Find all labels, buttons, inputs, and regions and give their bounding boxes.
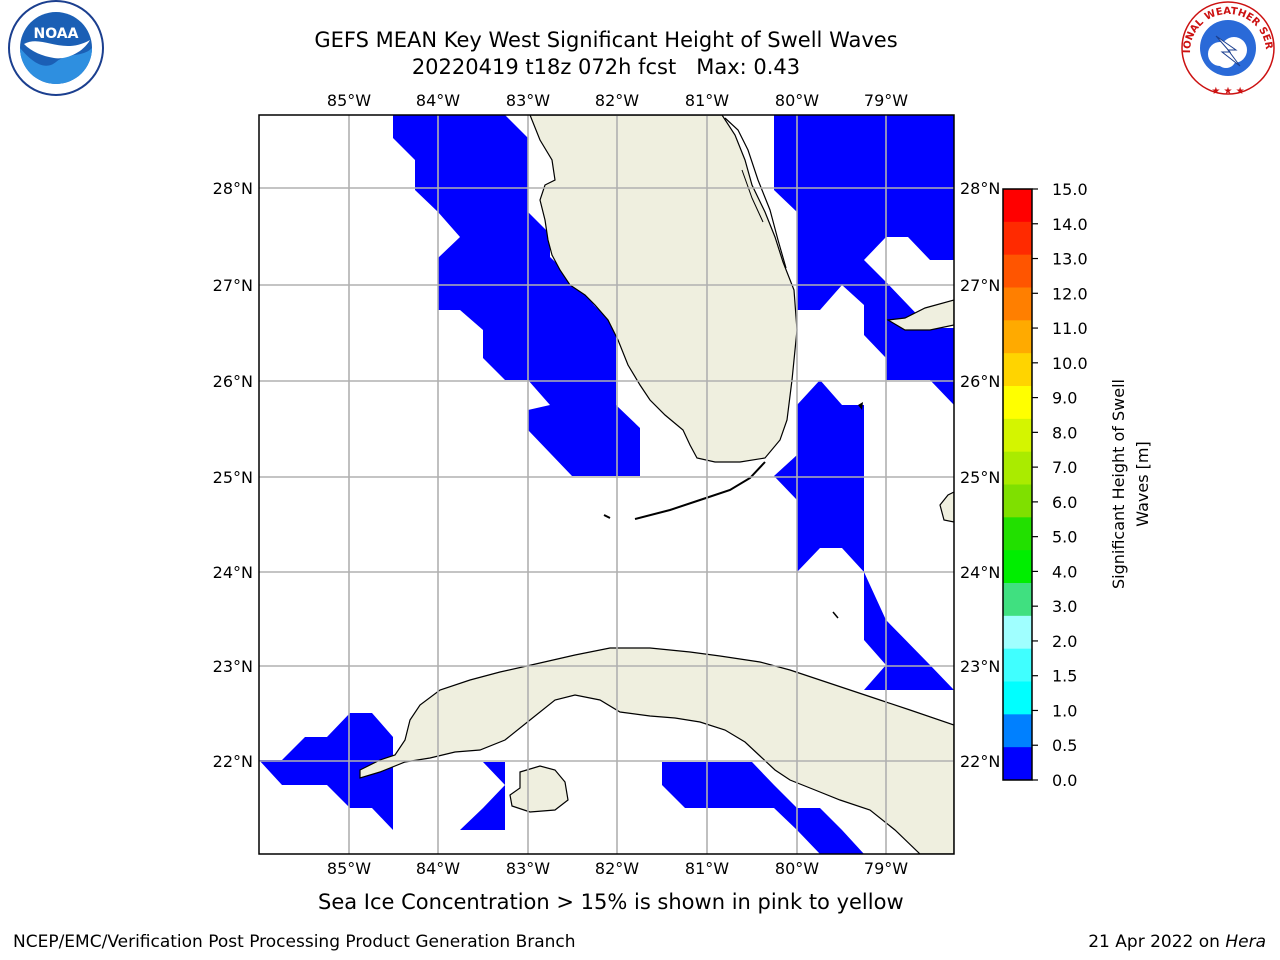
- colorbar-label-line1: Significant Height of Swell: [1109, 379, 1128, 589]
- lat-label-left: 24°N: [213, 563, 253, 582]
- lon-label-top: 83°W: [506, 91, 550, 110]
- map-frame: [258, 114, 955, 855]
- colorbar-segment: [1003, 287, 1032, 321]
- colorbar-tick-label: 12.0: [1052, 284, 1088, 303]
- sea-ice-note: Sea Ice Concentration > 15% is shown in …: [318, 890, 904, 914]
- colorbar-tick-label: 14.0: [1052, 215, 1088, 234]
- colorbar-frame: [1002, 188, 1033, 781]
- colorbar-segment: [1003, 353, 1032, 387]
- swell-region-isla-juventud-west: [460, 762, 505, 830]
- colorbar-segment: [1003, 747, 1032, 781]
- colorbar-segment: [1003, 517, 1032, 551]
- colorbar-segment: [1003, 418, 1032, 453]
- lon-label-bottom: 83°W: [506, 859, 550, 878]
- lat-label-right: 23°N: [960, 657, 1000, 676]
- lon-label-bottom: 81°W: [685, 859, 729, 878]
- swell-region-west-cuba: [259, 713, 393, 830]
- colorbar-segment: [1003, 615, 1032, 650]
- lat-label-right: 28°N: [960, 179, 1000, 198]
- colorbar-tick-label: 2.0: [1052, 632, 1077, 651]
- colorbar-label: Significant Height of Swell Waves [m]: [1109, 379, 1152, 589]
- lat-label-left: 22°N: [213, 752, 253, 771]
- colorbar-segment: [1003, 221, 1032, 256]
- colorbar-tick-label: 1.0: [1052, 701, 1077, 720]
- colorbar-tick-label: 8.0: [1052, 423, 1077, 442]
- lon-label-bottom: 79°W: [864, 859, 908, 878]
- colorbar-segment: [1003, 583, 1032, 617]
- map-gridlines: [259, 115, 954, 854]
- lat-label-right: 24°N: [960, 563, 1000, 582]
- colorbar-tick-label: 10.0: [1052, 354, 1088, 373]
- lon-label-top: 84°W: [416, 91, 460, 110]
- colorbar-tick-label: 13.0: [1052, 250, 1088, 269]
- chart-title-line2: 20220419 t18z 072h fcst Max: 0.43: [411, 55, 801, 79]
- colorbar-tick-label: 11.0: [1052, 319, 1088, 338]
- footer-credit: NCEP/EMC/Verification Post Processing Pr…: [13, 932, 576, 952]
- colorbar-tick-label: 5.0: [1052, 528, 1077, 547]
- colorbar-tick-label: 0.0: [1052, 771, 1077, 790]
- lat-labels-right: 28°N 27°N 26°N 25°N 24°N 23°N 22°N: [960, 179, 1000, 771]
- colorbar-segment: [1003, 648, 1032, 682]
- colorbar-tick-label: 6.0: [1052, 493, 1077, 512]
- lon-label-bottom: 84°W: [416, 859, 460, 878]
- noaa-logo-text: NOAA: [34, 26, 79, 42]
- colorbar-segment: [1003, 254, 1032, 288]
- lon-label-top: 85°W: [327, 91, 371, 110]
- lon-label-top: 81°W: [685, 91, 729, 110]
- colorbar-segment: [1003, 451, 1032, 485]
- nws-logo: NATIONAL WEATHER SERVICE ★ ★ ★: [1176, 0, 1275, 97]
- lat-label-right: 25°N: [960, 468, 1000, 487]
- footer-date-text: 21 Apr 2022 on: [1088, 932, 1226, 952]
- colorbar-segment: [1003, 320, 1032, 354]
- colorbar-segment: [1003, 550, 1032, 584]
- colorbar-tick-labels: 15.0 14.0 13.0 12.0 11.0 10.0 9.0 8.0 7.0 6.0 5.0 4…: [1032, 180, 1088, 790]
- footer-host: Hera: [1225, 932, 1266, 952]
- colorbar-tick-label: 0.5: [1052, 736, 1077, 755]
- colorbar-tick-label: 3.0: [1052, 597, 1077, 616]
- lon-label-top: 79°W: [864, 91, 908, 110]
- colorbar-tick-label: 15.0: [1052, 180, 1088, 199]
- colorbar-tick-label: 1.5: [1052, 667, 1077, 686]
- lat-label-left: 25°N: [213, 468, 253, 487]
- lon-label-top: 80°W: [775, 91, 819, 110]
- florida-landmass: [529, 115, 798, 463]
- colorbar-segment: [1003, 714, 1032, 748]
- lat-labels-left: 28°N 27°N 26°N 25°N 24°N 23°N 22°N: [213, 179, 253, 771]
- colorbar-label-line2: Waves [m]: [1133, 441, 1152, 526]
- isla-de-la-juventud: [509, 765, 569, 813]
- colorbar-segment: [1003, 386, 1032, 420]
- lon-label-bottom: 80°W: [775, 859, 819, 878]
- bahamas-landmass: [886, 299, 954, 331]
- lat-label-left: 26°N: [213, 372, 253, 391]
- lat-label-left: 27°N: [213, 276, 253, 295]
- colorbar-tick-label: 4.0: [1052, 562, 1077, 581]
- lon-label-bottom: 82°W: [595, 859, 639, 878]
- lat-label-right: 27°N: [960, 276, 1000, 295]
- colorbar-tick-label: 7.0: [1052, 458, 1077, 477]
- colorbar-tick-label: 9.0: [1052, 389, 1077, 408]
- florida-keys: [634, 461, 766, 520]
- colorbar: [1003, 189, 1032, 781]
- lon-label-top: 82°W: [595, 91, 639, 110]
- lon-labels-top: 85°W 84°W 83°W 82°W 81°W 80°W 79°W: [327, 91, 908, 110]
- swell-region-south-cuba: [662, 762, 864, 854]
- noaa-logo: NOAA: [8, 0, 104, 96]
- colorbar-segment: [1003, 484, 1032, 518]
- cuba-landmass: [359, 647, 954, 854]
- colorbar-segment: [1003, 681, 1032, 715]
- lat-label-left: 23°N: [213, 657, 253, 676]
- swell-region-gulf: [393, 115, 640, 476]
- lon-labels-bottom: 85°W 84°W 83°W 82°W 81°W 80°W 79°W: [327, 859, 908, 878]
- lon-label-bottom: 85°W: [327, 859, 371, 878]
- footer-date: 21 Apr 2022 on Hera: [1088, 932, 1266, 952]
- svg-text:★ ★ ★: ★ ★ ★: [1211, 86, 1244, 97]
- lat-label-left: 28°N: [213, 179, 253, 198]
- lat-label-right: 22°N: [960, 752, 1000, 771]
- colorbar-segment: [1003, 189, 1032, 223]
- chart-title-line1: GEFS MEAN Key West Significant Height of…: [314, 28, 898, 52]
- swell-region-straits: [774, 380, 954, 690]
- map-area: [259, 115, 954, 854]
- lat-label-right: 26°N: [960, 372, 1000, 391]
